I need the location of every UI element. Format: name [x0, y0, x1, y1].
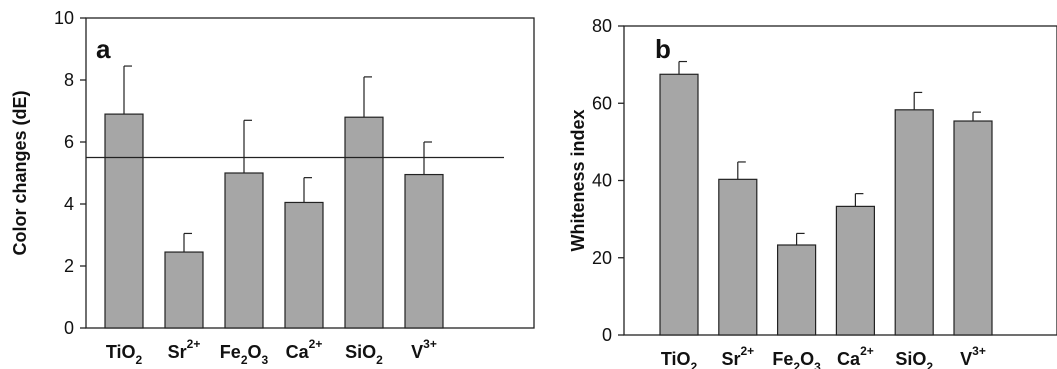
bar: [835, 205, 876, 336]
x-tick-label: TiO2: [661, 349, 698, 369]
bar: [404, 173, 444, 329]
x-tick-label: TiO2: [106, 342, 143, 367]
bar: [104, 113, 144, 329]
y-tick-label: 10: [54, 8, 74, 28]
y-tick-label: 20: [592, 248, 612, 268]
x-tick-label: Ca2+: [837, 344, 874, 369]
chart-panel-b: 0 20 40 60 80 Whiteness index b TiO2 Sr2+ Fe2O3 Ca…: [568, 16, 1057, 369]
y-tick-label: 60: [592, 93, 612, 113]
x-tick-label: Sr2+: [168, 337, 201, 362]
bar: [284, 201, 324, 329]
x-tick-label: Fe2O3: [772, 349, 821, 369]
bar: [894, 109, 934, 336]
bar: [659, 73, 699, 336]
bar: [776, 244, 817, 336]
x-tick-label: Fe2O3: [220, 342, 269, 367]
y-tick-label: 0: [602, 325, 612, 345]
bar: [344, 116, 384, 329]
x-tick-label: Sr2+: [721, 344, 754, 369]
panel-label: a: [96, 34, 111, 64]
y-tick-label: 0: [64, 318, 74, 338]
y-tick-label: 4: [64, 194, 74, 214]
bar: [224, 172, 264, 329]
bar: [164, 251, 204, 329]
x-tick-label: V3+: [411, 337, 437, 362]
x-tick-label: SiO2: [895, 349, 933, 369]
bar: [718, 178, 758, 336]
bar: [953, 120, 993, 336]
chart-panel-a: 0 2 4 6 8 10 Color changes (dE) a TiO2 Sr2+ Fe2O3 C…: [10, 8, 535, 367]
y-tick-label: 2: [64, 256, 74, 276]
y-axis-title: Whiteness index: [568, 109, 588, 251]
x-tick-label: SiO2: [345, 342, 383, 367]
y-tick-label: 6: [64, 132, 74, 152]
panel-label: b: [655, 34, 671, 64]
y-tick-label: 40: [592, 171, 612, 191]
x-tick-label: V3+: [960, 344, 986, 369]
y-tick-label: 8: [64, 70, 74, 90]
x-tick-label: Ca2+: [286, 337, 323, 362]
y-axis-title: Color changes (dE): [10, 90, 30, 255]
y-tick-label: 80: [592, 16, 612, 36]
